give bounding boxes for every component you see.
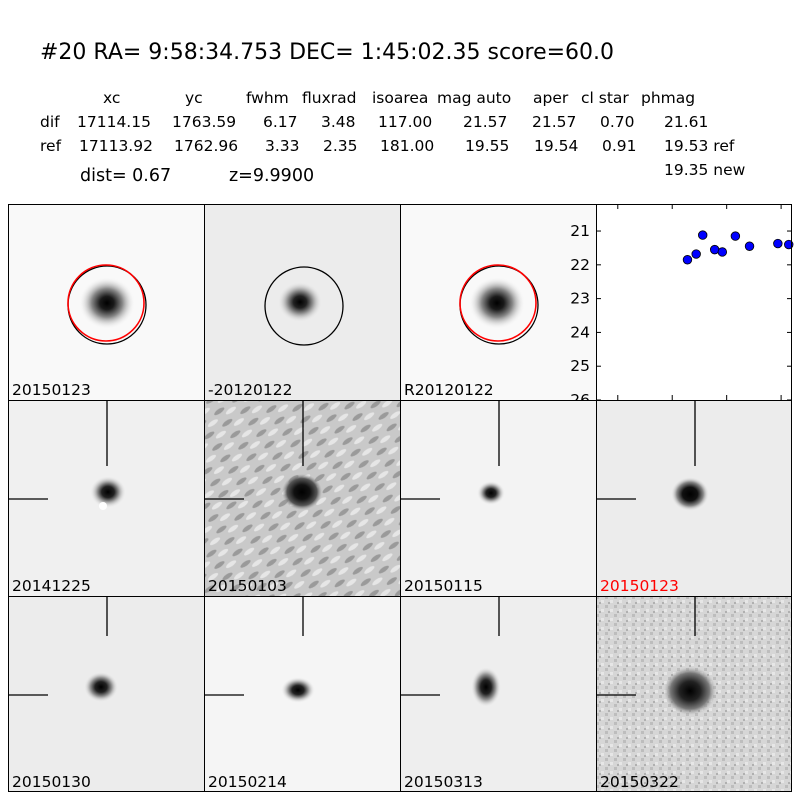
cutout-label: 20150103	[208, 577, 287, 595]
y-tick-label: 23	[570, 290, 590, 308]
grid-divider	[596, 204, 597, 792]
science-image	[67, 264, 147, 345]
data-point	[691, 249, 701, 259]
col-header-xc: xc	[103, 89, 121, 107]
ref-fwhm: 3.33	[265, 137, 300, 155]
cutout-panel: 20150313	[400, 596, 596, 792]
ref-fluxrad: 2.35	[323, 137, 358, 155]
ref-yc: 1762.96	[174, 137, 239, 155]
col-header-phmag: phmag	[641, 89, 696, 107]
ref-mag-auto: 19.55	[465, 137, 510, 155]
col-header-mag-auto: mag auto	[437, 89, 512, 107]
data-point	[773, 238, 783, 249]
cutout-label: 20150214	[208, 773, 287, 791]
grid-divider	[400, 204, 401, 792]
dif-aper: 21.57	[532, 113, 577, 131]
dif-fluxrad: 3.48	[321, 113, 356, 131]
cutout-panel: 20150322	[596, 596, 792, 792]
ref-xc: 17113.92	[79, 137, 153, 155]
cutout-panel: 20141225	[8, 400, 204, 596]
grid-divider	[8, 596, 792, 597]
data-point	[682, 255, 693, 265]
cutout-panel: 20150123	[596, 400, 792, 596]
dif-isoarea: 117.00	[378, 113, 433, 131]
dist-value: dist= 0.67	[80, 166, 172, 186]
science-image-panel: 20150123	[8, 204, 204, 400]
y-tick-label: 24	[570, 323, 590, 341]
dif-row-label: dif	[40, 113, 60, 131]
ref-row-label: ref	[40, 137, 62, 155]
difference-image-panel: -20120122	[204, 204, 400, 400]
data-point	[784, 239, 794, 250]
col-header-isoarea: isoarea	[372, 89, 429, 107]
col-header-yc: yc	[185, 89, 203, 107]
cutout-panel: 20150214	[204, 596, 400, 792]
cutout-image	[400, 596, 501, 707]
page-title: #20 RA= 9:58:34.753 DEC= 1:45:02.35 scor…	[40, 40, 615, 65]
ref-phmag: 19.53 ref	[664, 137, 735, 155]
cutout-label: 20141225	[12, 577, 91, 595]
ref-cl-star: 0.91	[602, 137, 637, 155]
cutout-image	[8, 400, 126, 510]
cutout-label: 20150130	[12, 773, 91, 791]
cutout-label: 20150313	[404, 773, 483, 791]
cutout-image	[400, 400, 505, 505]
cutout-image	[596, 400, 709, 511]
cutout-image	[8, 596, 118, 702]
dif-cl-star: 0.70	[600, 113, 635, 131]
cutout-label: 20150115	[404, 577, 483, 595]
data-point	[698, 230, 708, 240]
dif-phmag: 21.61	[664, 113, 709, 131]
z-value: z=9.9900	[229, 166, 315, 186]
cutout-panel: 20150103	[204, 400, 400, 596]
cutout-label: 20150322	[600, 773, 679, 791]
y-tick-label: 25	[570, 357, 590, 375]
cutout-image	[204, 596, 315, 703]
col-header-cl-star: cl star	[581, 89, 629, 107]
grid-divider	[204, 204, 205, 792]
cutout-label-highlighted: 20150123	[600, 577, 679, 595]
cutout-image	[204, 400, 400, 596]
cutout-image	[596, 596, 792, 792]
panel-label: 20150123	[12, 381, 91, 399]
data-point	[717, 247, 728, 257]
data-point	[730, 231, 741, 241]
reference-image	[459, 264, 539, 345]
panel-label: -20120122	[208, 381, 293, 399]
light-curve-svg: 212223242526-100-50050	[570, 204, 794, 424]
col-header-aper: aper	[533, 89, 569, 107]
col-header-fluxrad: fluxrad	[302, 89, 357, 107]
difference-image	[264, 266, 344, 346]
ref-aper: 19.54	[534, 137, 579, 155]
y-tick-label: 22	[570, 256, 590, 274]
cutout-panel: 20150130	[8, 596, 204, 792]
ref-isoarea: 181.00	[380, 137, 435, 155]
cutout-panel: 20150115	[400, 400, 596, 596]
dif-xc: 17114.15	[77, 113, 151, 131]
panel-label: R20120122	[404, 381, 494, 399]
light-curve-plot: 212223242526-100-50050	[570, 204, 794, 424]
dif-mag-auto: 21.57	[463, 113, 508, 131]
col-header-fwhm: fwhm	[246, 89, 289, 107]
reference-image-panel: R20120122	[400, 204, 596, 400]
dif-yc: 1763.59	[172, 113, 237, 131]
y-tick-label: 21	[570, 222, 590, 240]
new-mag-value: 19.35 new	[664, 161, 746, 179]
data-point	[744, 241, 755, 251]
grid-divider	[8, 400, 792, 401]
dif-fwhm: 6.17	[263, 113, 298, 131]
